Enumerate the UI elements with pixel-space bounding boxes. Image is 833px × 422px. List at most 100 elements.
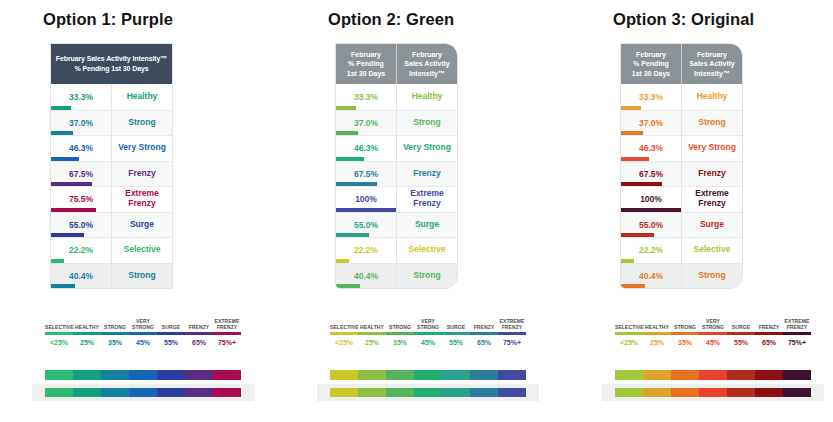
scale-ticks: <25%25%35%45%55%65%75%+ [330, 339, 526, 346]
scale-thin-segment [470, 332, 498, 335]
table-row: 46.3% Very Strong [51, 135, 172, 161]
segment [157, 370, 185, 380]
segment [101, 388, 129, 397]
scale-label: SURGE [157, 324, 185, 330]
label-cell: Healthy [682, 84, 742, 110]
pct-cell: 40.4% [336, 264, 397, 289]
table-rows: 33.3% Healthy 37.0% [51, 84, 172, 288]
scale-label: SELECTIVE [615, 324, 643, 330]
scale-label: STRONG [671, 324, 699, 330]
header-right: February Sales Activity Intensity™ [682, 44, 742, 84]
segment [330, 388, 358, 397]
scale-thin-segment [213, 332, 241, 335]
scale-labels: SELECTIVEHEALTHYSTRONGVERY STRONGSURGEFR… [45, 308, 241, 330]
pct-value: 75.5% [69, 194, 93, 204]
pct-cell: 100% [336, 187, 397, 212]
segment [643, 370, 671, 380]
label-cell: Extreme Frenzy [112, 187, 172, 212]
label-cell: Frenzy [112, 162, 172, 187]
label-cell: Extreme Frenzy [682, 187, 742, 212]
pct-value: 40.4% [69, 271, 93, 281]
label-cell: Surge [112, 213, 172, 238]
pct-minibar [621, 284, 645, 288]
intensity-label: Frenzy [128, 169, 155, 179]
scale-thin-segment [671, 332, 699, 335]
segment [185, 388, 213, 397]
label-cell: Extreme Frenzy [397, 187, 457, 212]
scale-label: EXTREME FRENZY [498, 318, 526, 331]
segment [185, 370, 213, 380]
pct-cell: 33.3% [621, 84, 682, 110]
label-cell: Surge [682, 213, 742, 238]
scale-label: VERY STRONG [129, 318, 157, 331]
segment [101, 370, 129, 380]
pct-cell: 37.0% [621, 111, 682, 136]
intensity-label: Extreme Frenzy [115, 189, 169, 209]
intensity-label: Selective [409, 245, 446, 255]
scale-tick: 25% [73, 339, 101, 346]
pct-cell: 37.0% [51, 111, 112, 136]
intensity-label: Surge [130, 220, 154, 230]
scale-label: HEALTHY [643, 324, 671, 330]
pct-cell: 67.5% [621, 162, 682, 187]
pct-cell: 55.0% [621, 213, 682, 238]
segment [442, 388, 470, 397]
option-title-prefix: Option 1: [43, 10, 116, 28]
label-cell: Selective [397, 238, 457, 263]
scale-label: EXTREME FRENZY [783, 318, 811, 331]
table-row: 67.5% Frenzy [336, 161, 457, 187]
segment [727, 388, 755, 397]
scale-label: STRONG [386, 324, 414, 330]
pct-cell: 37.0% [336, 111, 397, 136]
table-row: 55.0% Surge [51, 212, 172, 238]
scale-label: EXTREME FRENZY [213, 318, 241, 331]
segment [386, 370, 414, 380]
intensity-label: Selective [124, 245, 161, 255]
label-cell: Very Strong [397, 136, 457, 161]
scale-thin-segment [755, 332, 783, 335]
scale-tick: 65% [470, 339, 498, 346]
pct-cell: 46.3% [51, 136, 112, 161]
option-title-name: Purple [121, 10, 173, 28]
pct-value: 100% [640, 194, 662, 204]
segment [470, 370, 498, 380]
label-cell: Strong [397, 264, 457, 289]
scale-thin-segment [157, 332, 185, 335]
scale-tick: <25% [330, 339, 358, 346]
table-row: 40.4% Strong [336, 263, 457, 289]
segment-bar-top [330, 370, 526, 380]
pct-cell: 55.0% [51, 213, 112, 238]
scale-ticks: <25%25%35%45%55%65%75%+ [615, 339, 811, 346]
scale-tick: 65% [185, 339, 213, 346]
pct-value: 67.5% [354, 169, 378, 179]
scale-label: SELECTIVE [330, 324, 358, 330]
scale-tick: 45% [699, 339, 727, 346]
scale-tick: <25% [45, 339, 73, 346]
scale-thin-segment [615, 332, 643, 335]
scale-tick: 45% [414, 339, 442, 346]
label-cell: Frenzy [682, 162, 742, 187]
header-right: February Sales Activity Intensity™ [397, 44, 457, 84]
pct-value: 33.3% [69, 92, 93, 102]
scale-labels: SELECTIVEHEALTHYSTRONGVERY STRONGSURGEFR… [330, 308, 526, 330]
intensity-label: Frenzy [413, 169, 440, 179]
scale-tick: 65% [755, 339, 783, 346]
segment-bar-top [45, 370, 241, 380]
table-row: 75.5% Extreme Frenzy [51, 186, 172, 212]
intensity-label: Strong [128, 118, 155, 128]
scale-tick: 55% [727, 339, 755, 346]
label-cell: Strong [397, 111, 457, 136]
segment [783, 388, 811, 397]
pct-cell: 100% [621, 187, 682, 212]
label-cell: Frenzy [397, 162, 457, 187]
segment [671, 388, 699, 397]
scale-thin-segment [414, 332, 442, 335]
segment [386, 388, 414, 397]
table-row: 37.0% Strong [336, 110, 457, 136]
scale-tick: <25% [615, 339, 643, 346]
segment [727, 370, 755, 380]
intensity-label: Extreme Frenzy [400, 189, 454, 209]
table-row: 33.3% Healthy [336, 84, 457, 110]
scale-tick: 75%+ [498, 339, 526, 346]
segment [414, 388, 442, 397]
